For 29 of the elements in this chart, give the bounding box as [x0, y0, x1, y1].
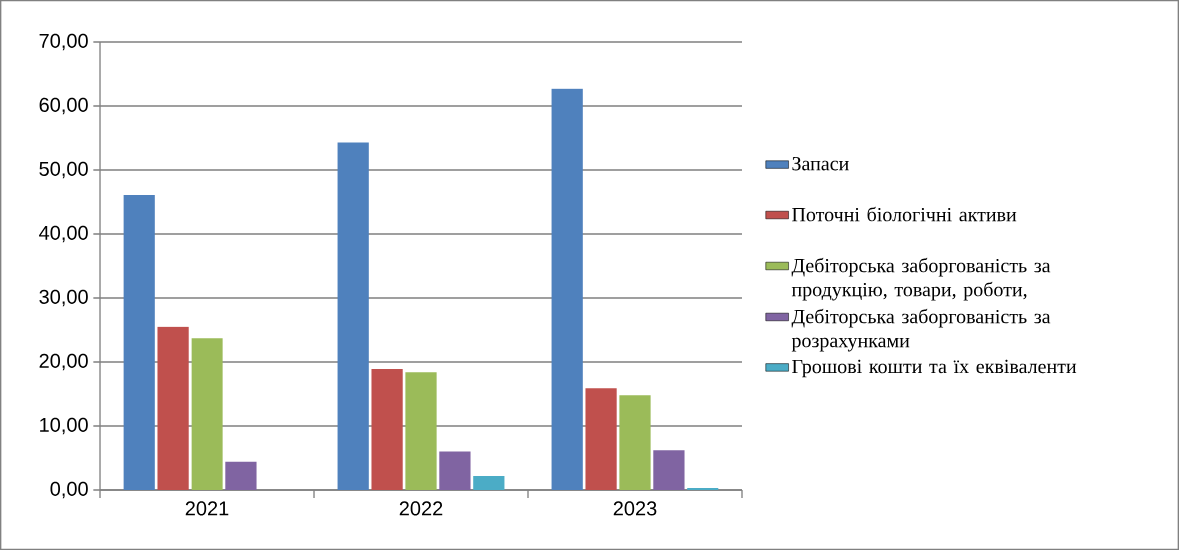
legend-label: Запаси — [792, 156, 849, 171]
bar — [371, 369, 403, 490]
y-tick-label: 30,00 — [39, 289, 88, 307]
y-tick-label: 10,00 — [40, 417, 88, 435]
bar — [123, 194, 155, 490]
bar — [551, 88, 583, 490]
y-tick-label: 70,00 — [39, 33, 88, 51]
bar — [653, 450, 685, 490]
x-tick-label: 2023 — [613, 501, 657, 516]
y-tick-label: 20,00 — [39, 353, 88, 371]
bar — [439, 451, 471, 490]
y-tick-label: 50,00 — [39, 161, 88, 179]
x-tick-label: 2022 — [399, 501, 443, 516]
bar — [619, 395, 651, 490]
bar — [157, 326, 189, 490]
legend-label: Поточні біологічні активи — [792, 206, 1017, 222]
bar — [337, 142, 369, 490]
legend-label: Грошові кошти та їх еквіваленти — [792, 359, 1077, 378]
bar — [191, 338, 223, 490]
bar — [225, 461, 257, 490]
y-tick-label: 60,00 — [39, 97, 88, 115]
y-tick-label: 40,00 — [39, 225, 88, 243]
legend-label: Дебіторська заборгованість за розрахунками — [791, 308, 1051, 352]
bar — [585, 388, 617, 490]
bar — [405, 372, 437, 490]
bar — [473, 475, 505, 490]
legend-label: Дебіторська заборгованість за продукцію, товари, роботи, — [791, 257, 1051, 301]
y-tick-label: 0,00 — [50, 481, 88, 499]
x-tick-label: 2021 — [185, 501, 229, 516]
